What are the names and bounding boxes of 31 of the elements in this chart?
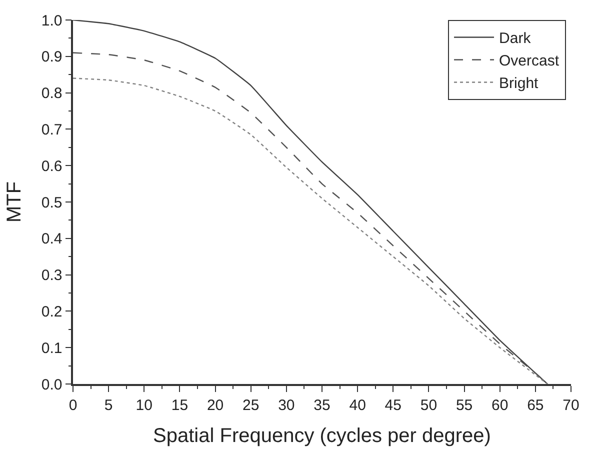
y-tick-label: 0.6 bbox=[41, 158, 62, 175]
y-tick-label: 0.9 bbox=[41, 48, 62, 66]
x-tick-label: 25 bbox=[242, 396, 260, 414]
x-tick-label: 15 bbox=[171, 396, 188, 414]
y-tick-label: 0.4 bbox=[41, 230, 62, 248]
x-axis-title: Spatial Frequency (cycles per degree) bbox=[153, 424, 491, 447]
y-tick-label: 0.5 bbox=[41, 194, 62, 212]
x-tick-label: 5 bbox=[104, 396, 113, 414]
y-tick-label: 0.1 bbox=[41, 340, 62, 357]
x-tick-label: 70 bbox=[562, 396, 580, 414]
x-tick-label: 35 bbox=[314, 396, 330, 414]
y-axis-title: MTF bbox=[3, 181, 26, 223]
x-tick-label: 0 bbox=[68, 396, 78, 414]
x-tick-label: 30 bbox=[278, 396, 295, 414]
legend-label: Dark bbox=[499, 30, 532, 48]
y-tick-label: 0.7 bbox=[41, 121, 62, 138]
y-tick-label: 0.2 bbox=[41, 303, 62, 320]
y-tick-label: 0.3 bbox=[41, 267, 62, 284]
x-tick-label: 45 bbox=[384, 396, 402, 414]
x-tick-label: 10 bbox=[136, 396, 152, 414]
x-tick-label: 55 bbox=[456, 396, 473, 414]
legend-label: Overcast bbox=[499, 52, 560, 70]
x-tick-label: 40 bbox=[349, 396, 366, 414]
legend-label: Bright bbox=[499, 75, 540, 92]
x-tick-label: 65 bbox=[527, 396, 544, 414]
y-tick-label: 1.0 bbox=[41, 12, 62, 30]
y-tick-label: 0.0 bbox=[41, 376, 62, 394]
x-tick-label: 20 bbox=[206, 396, 224, 414]
x-tick-label: 60 bbox=[492, 396, 508, 414]
x-tick-label: 50 bbox=[420, 396, 438, 414]
y-tick-label: 0.8 bbox=[41, 85, 62, 102]
